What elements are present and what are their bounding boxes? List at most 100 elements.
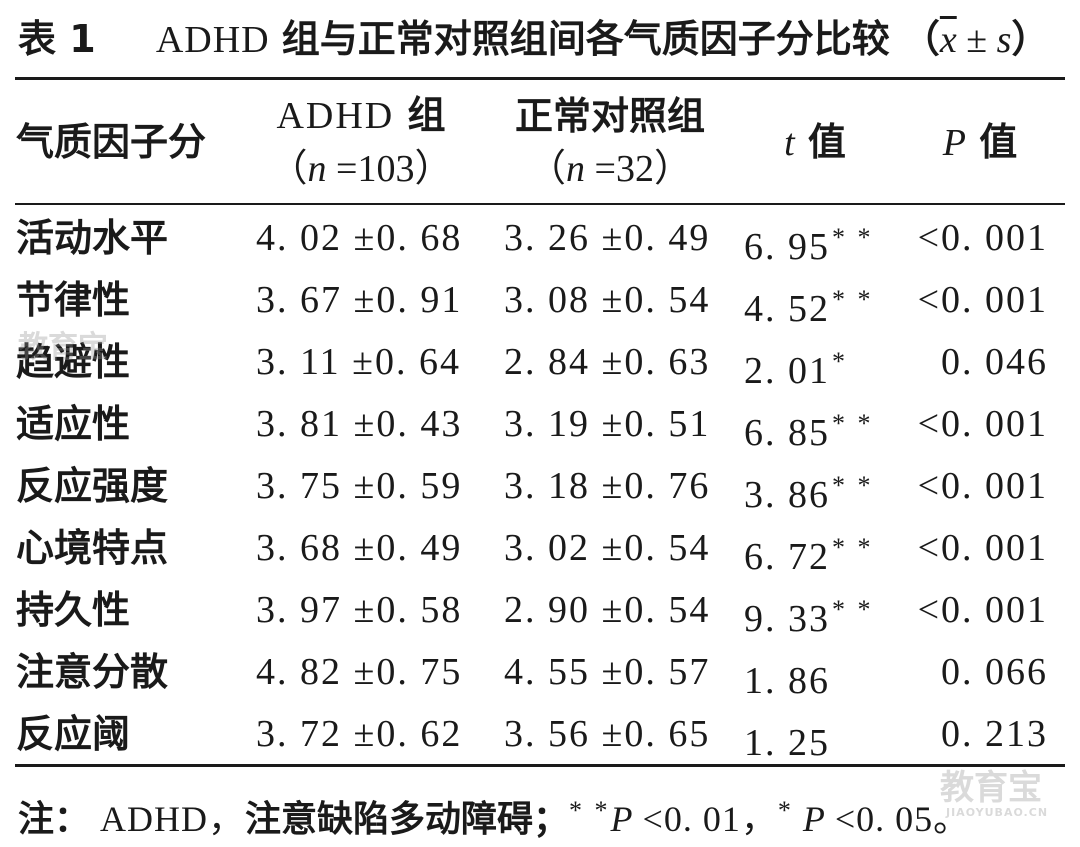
significance-mark: * <box>832 347 848 376</box>
t-value-cell: 1. 25 <box>744 703 832 765</box>
normal-value: 3. 02 ±0. 54 <box>504 527 711 569</box>
adhd-value: 3. 11 ±0. 64 <box>256 341 461 383</box>
t-value: 4. 52 <box>744 288 830 330</box>
normal-value: 4. 55 ±0. 57 <box>504 651 711 693</box>
table-row: 注意分散 4. 82 ±0. 75 4. 55 ±0. 57 1. 86 0. … <box>0 641 1080 703</box>
header-normal-open: （ <box>528 147 567 190</box>
header-adhd-cn: 组 <box>394 93 446 137</box>
adhd-value: 3. 67 ±0. 91 <box>256 279 463 321</box>
header-adhd-en: ADHD <box>276 95 395 137</box>
factor-name: 反应阈 <box>16 712 131 756</box>
watermark-logo: 教育宝 <box>18 330 108 365</box>
note-abbrev: ADHD， <box>90 799 246 839</box>
note-sig-single: * <box>777 796 794 825</box>
factor-name: 反应强度 <box>16 464 169 508</box>
t-value: 6. 85 <box>744 412 830 454</box>
normal-value: 3. 18 ±0. 76 <box>504 465 711 507</box>
t-value-cell: 1. 86 <box>744 641 832 703</box>
table-row: 反应强度 3. 75 ±0. 59 3. 18 ±0. 76 3. 86* * … <box>0 455 1080 517</box>
header-p: P 值 <box>920 88 1040 196</box>
header-adhd: ADHD 组 （n =103） <box>256 88 466 196</box>
caption-s: s <box>996 19 1012 61</box>
table-row: 反应阈 3. 72 ±0. 62 3. 56 ±0. 65 1. 25 0. 2… <box>0 703 1080 765</box>
adhd-value: 3. 72 ±0. 62 <box>256 713 463 755</box>
note-prefix: 注： <box>18 799 91 840</box>
note-p-threshold-1: <0. 01， <box>632 799 778 839</box>
header-normal-count: =32） <box>585 147 692 190</box>
t-value: 1. 25 <box>744 722 830 764</box>
t-value-cell: 4. 52* * <box>744 269 874 331</box>
caption-title-en: ADHD <box>155 19 270 61</box>
header-adhd-n: n <box>307 148 327 190</box>
header-normal-cn: 正常对照组 <box>514 93 705 138</box>
header-adhd-count: =103） <box>326 148 453 190</box>
normal-value: 2. 84 ±0. 63 <box>504 341 711 383</box>
watermark-url: JIAOYUBAO.CN <box>946 806 1049 819</box>
normal-value: 2. 90 ±0. 54 <box>504 589 711 631</box>
table-caption: 表 1 ADHD 组与正常对照组间各气质因子分比较 （x ± s） <box>18 14 1068 64</box>
table-top-rule <box>15 77 1065 80</box>
significance-mark: * * <box>832 595 874 624</box>
header-factor-label: 气质因子分 <box>16 120 207 164</box>
header-p-sym: P <box>942 121 966 164</box>
normal-value: 3. 26 ±0. 49 <box>504 217 711 259</box>
p-value: 0. 213 <box>941 713 1048 755</box>
factor-name: 节律性 <box>16 278 131 322</box>
normal-value: 3. 08 ±0. 54 <box>504 279 711 321</box>
normal-value: 3. 19 ±0. 51 <box>504 403 711 445</box>
caption-pm: ± <box>956 19 997 61</box>
factor-name: 注意分散 <box>16 650 169 694</box>
table-row: 适应性 3. 81 ±0. 43 3. 19 ±0. 51 6. 85* * <… <box>0 393 1080 455</box>
normal-value: 3. 56 ±0. 65 <box>504 713 711 755</box>
significance-mark: * * <box>832 223 874 252</box>
table-row: 活动水平 4. 02 ±0. 68 3. 26 ±0. 49 6. 95* * … <box>0 207 1080 269</box>
t-value: 6. 95 <box>744 226 830 268</box>
note-sig-double: * * <box>569 796 611 825</box>
t-value-cell: 9. 33* * <box>744 579 874 641</box>
p-value: <0. 001 <box>917 589 1048 631</box>
adhd-value: 3. 97 ±0. 58 <box>256 589 463 631</box>
factor-name: 心境特点 <box>16 526 169 570</box>
watermark-logo: 教育宝 <box>940 768 1042 808</box>
t-value-cell: 2. 01* <box>744 331 848 393</box>
p-value: <0. 001 <box>917 279 1048 321</box>
note-definition: 注意缺陷多动障碍； <box>245 799 570 840</box>
header-t-sym: t <box>784 121 795 164</box>
factor-name: 适应性 <box>16 402 131 446</box>
header-adhd-open: （ <box>269 148 308 190</box>
table-bottom-rule <box>15 764 1065 767</box>
factor-name: 活动水平 <box>16 216 169 260</box>
t-value: 3. 86 <box>744 474 830 516</box>
note-p-symbol-1: P <box>610 799 633 839</box>
table-row: 趋避性 3. 11 ±0. 64 2. 84 ±0. 63 2. 01* 0. … <box>0 331 1080 393</box>
adhd-value: 3. 81 ±0. 43 <box>256 403 463 445</box>
header-t: t 值 <box>760 88 870 196</box>
significance-mark: * * <box>832 409 874 438</box>
table-row: 持久性 3. 97 ±0. 58 2. 90 ±0. 54 9. 33* * <… <box>0 579 1080 641</box>
header-normal: 正常对照组 （n =32） <box>500 88 720 196</box>
table-note: 注： ADHD，注意缺陷多动障碍；* *P <0. 01，* P <0. 05。 <box>18 784 971 840</box>
caption-title-cn: 组与正常对照组间各气质因子分比较 <box>281 17 890 61</box>
t-value: 9. 33 <box>744 598 830 640</box>
p-value: 0. 046 <box>941 341 1048 383</box>
t-value-cell: 6. 95* * <box>744 207 874 269</box>
significance-mark: * * <box>832 285 874 314</box>
factor-name: 趋避性 <box>16 340 131 384</box>
t-value-cell: 6. 85* * <box>744 393 874 455</box>
t-value-cell: 6. 72* * <box>744 517 874 579</box>
header-factor: 气质因子分 <box>16 88 226 196</box>
caption-label: 表 1 <box>18 17 96 61</box>
note-p-threshold-2: <0. 05。 <box>824 799 971 839</box>
header-normal-n: n <box>566 147 586 190</box>
p-value: <0. 001 <box>917 465 1048 507</box>
p-value: <0. 001 <box>917 527 1048 569</box>
adhd-value: 4. 02 ±0. 68 <box>256 217 463 259</box>
p-value: <0. 001 <box>917 403 1048 445</box>
note-p-symbol-2: P <box>793 799 825 839</box>
p-value: 0. 066 <box>941 651 1048 693</box>
significance-mark: * * <box>832 471 874 500</box>
adhd-value: 3. 68 ±0. 49 <box>256 527 463 569</box>
t-value-cell: 3. 86* * <box>744 455 874 517</box>
header-t-cn: 值 <box>794 119 846 164</box>
factor-name: 持久性 <box>16 588 131 632</box>
